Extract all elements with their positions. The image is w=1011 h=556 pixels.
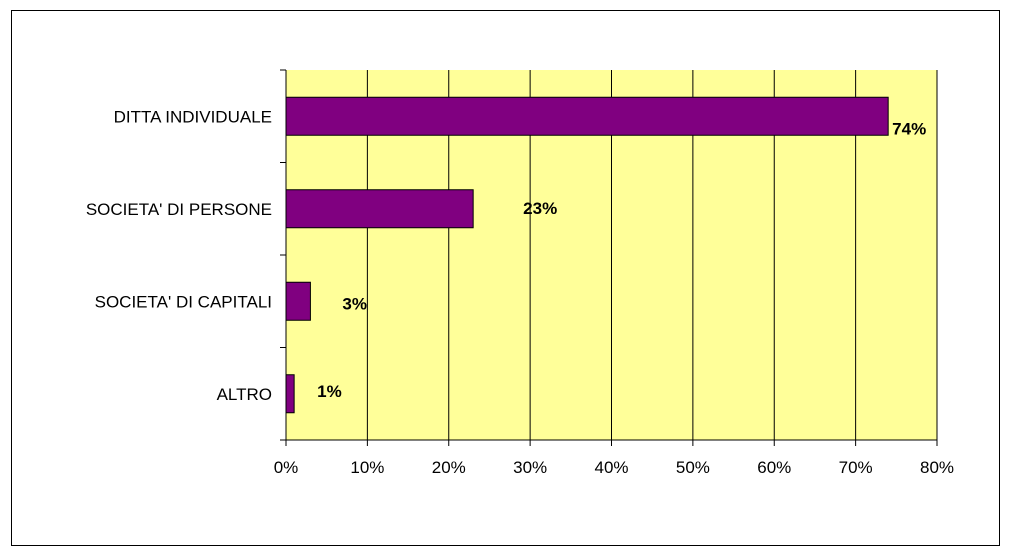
x-tick-label: 30% bbox=[513, 458, 547, 477]
x-tick-label: 80% bbox=[920, 458, 954, 477]
x-tick-label: 0% bbox=[274, 458, 299, 477]
bar bbox=[285, 281, 311, 321]
category-label: SOCIETA' DI PERSONE bbox=[86, 200, 272, 219]
x-tick-label: 10% bbox=[350, 458, 384, 477]
category-label: DITTA INDIVIDUALE bbox=[114, 107, 272, 126]
data-label: 3% bbox=[342, 294, 367, 313]
bar bbox=[285, 374, 295, 414]
x-tick-label: 60% bbox=[757, 458, 791, 477]
axes bbox=[280, 69, 937, 441]
data-label: 74% bbox=[892, 119, 926, 138]
x-tick-label: 70% bbox=[839, 458, 873, 477]
bar bbox=[285, 96, 889, 136]
category-label: SOCIETA' DI CAPITALI bbox=[95, 292, 272, 311]
data-labels: 74% 23% 3% 1% bbox=[317, 119, 926, 401]
data-label: 23% bbox=[523, 199, 557, 218]
x-tick-labels: 0% 10% 20% 30% 40% 50% 60% 70% 80% bbox=[274, 458, 954, 477]
data-label: 1% bbox=[317, 382, 342, 401]
bars bbox=[285, 96, 889, 414]
bar bbox=[285, 189, 474, 229]
x-tick-label: 20% bbox=[432, 458, 466, 477]
category-labels: DITTA INDIVIDUALE SOCIETA' DI PERSONE SOCI… bbox=[86, 107, 272, 404]
x-tick-label: 50% bbox=[676, 458, 710, 477]
x-tick-label: 40% bbox=[594, 458, 628, 477]
category-label: ALTRO bbox=[217, 385, 272, 404]
